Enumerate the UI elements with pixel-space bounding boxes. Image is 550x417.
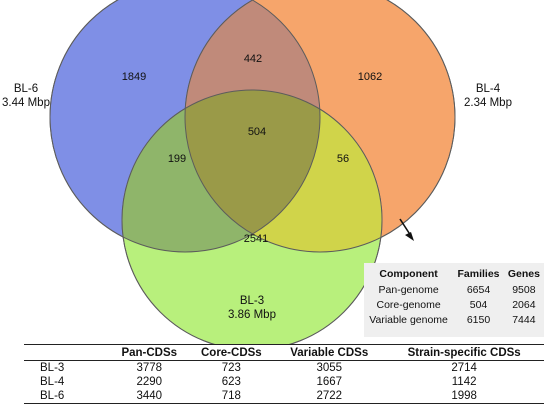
venn-outline-bl6	[49, 0, 321, 253]
set-label-bl6: BL-6	[14, 83, 38, 95]
cds-table: Pan-CDSs Core-CDSs Variable CDSs Strain-…	[24, 344, 544, 404]
venn-outline-bl4	[184, 0, 456, 253]
summary-header-genes: Genes	[507, 268, 540, 280]
cds-cell: 2290	[136, 376, 163, 388]
summary-cell: Core-genome	[376, 299, 441, 311]
cds-header-specific: Strain-specific CDSs	[384, 344, 544, 361]
set-label-bl4: BL-4	[476, 83, 501, 95]
cds-row-label: BL-4	[40, 376, 65, 388]
region-bl4-only: 1062	[358, 71, 382, 83]
summary-cell: 9508	[512, 284, 536, 296]
summary-cell: 6150	[466, 314, 491, 326]
cds-cell: 1142	[451, 376, 477, 388]
cds-cell: 3440	[110, 389, 189, 404]
cds-row-label: BL-3	[40, 362, 65, 374]
region-bl6-only: 1849	[122, 71, 146, 83]
cds-header-blank	[24, 344, 110, 361]
region-bl4-bl3: 56	[337, 153, 349, 165]
cds-header-row: Pan-CDSs Core-CDSs Variable CDSs Strain-…	[24, 344, 544, 361]
cds-cell: 3055	[316, 362, 343, 374]
table-row: Pan-genome 6654 9508	[364, 283, 544, 298]
summary-header-component: Component	[379, 268, 438, 280]
set-size-bl6: 3.44 Mbp	[2, 97, 50, 109]
cds-header-variable: Variable CDSs	[274, 344, 385, 361]
summary-cell: 504	[469, 299, 488, 311]
region-bl3-only: 2541	[244, 233, 268, 245]
arrow-icon	[399, 218, 414, 241]
summary-cell: 7444	[512, 314, 536, 326]
cds-row-label: BL-6	[24, 389, 110, 404]
genome-summary-table: Component Families Genes Pan-genome 6654…	[364, 263, 544, 337]
cds-cell: 1998	[384, 389, 544, 404]
set-label-bl3: BL-3	[240, 295, 264, 307]
summary-cell: Variable genome	[369, 314, 448, 326]
summary-header-row: Component Families Genes	[364, 266, 544, 283]
venn-diagram: 1849 1062 442 504 199 56 2541 BL-6 3.44 …	[2, 0, 512, 345]
region-bl6-bl3: 199	[168, 153, 186, 165]
summary-cell: 2064	[512, 299, 536, 311]
cds-cell: 2714	[451, 362, 477, 374]
region-bl6-bl4: 442	[244, 53, 262, 65]
region-all: 504	[248, 126, 266, 138]
cds-cell: 718	[188, 389, 275, 404]
table-row: BL-6 3440 718 2722 1998	[24, 389, 544, 404]
cds-cell: 1667	[316, 376, 343, 388]
cds-cell: 2722	[274, 389, 385, 404]
cds-cell: 723	[221, 362, 241, 374]
cds-cell: 3778	[136, 362, 163, 374]
cds-header-pan: Pan-CDSs	[110, 344, 189, 361]
summary-cell: 6654	[466, 284, 491, 296]
set-size-bl3: 3.86 Mbp	[228, 309, 276, 321]
table-row: BL-4 2290 623 1667 1142	[24, 375, 544, 389]
summary-header-families: Families	[457, 268, 500, 280]
cds-header-core: Core-CDSs	[188, 344, 275, 361]
table-row: Variable genome 6150 7444	[364, 313, 544, 328]
venn-outline-bl3	[121, 89, 383, 345]
table-row: Core-genome 504 2064	[364, 298, 544, 313]
table-row: BL-3 3778 723 3055 2714	[24, 361, 544, 376]
summary-cell: Pan-genome	[378, 284, 439, 296]
cds-cell: 623	[221, 376, 241, 388]
set-size-bl4: 2.34 Mbp	[464, 97, 512, 109]
